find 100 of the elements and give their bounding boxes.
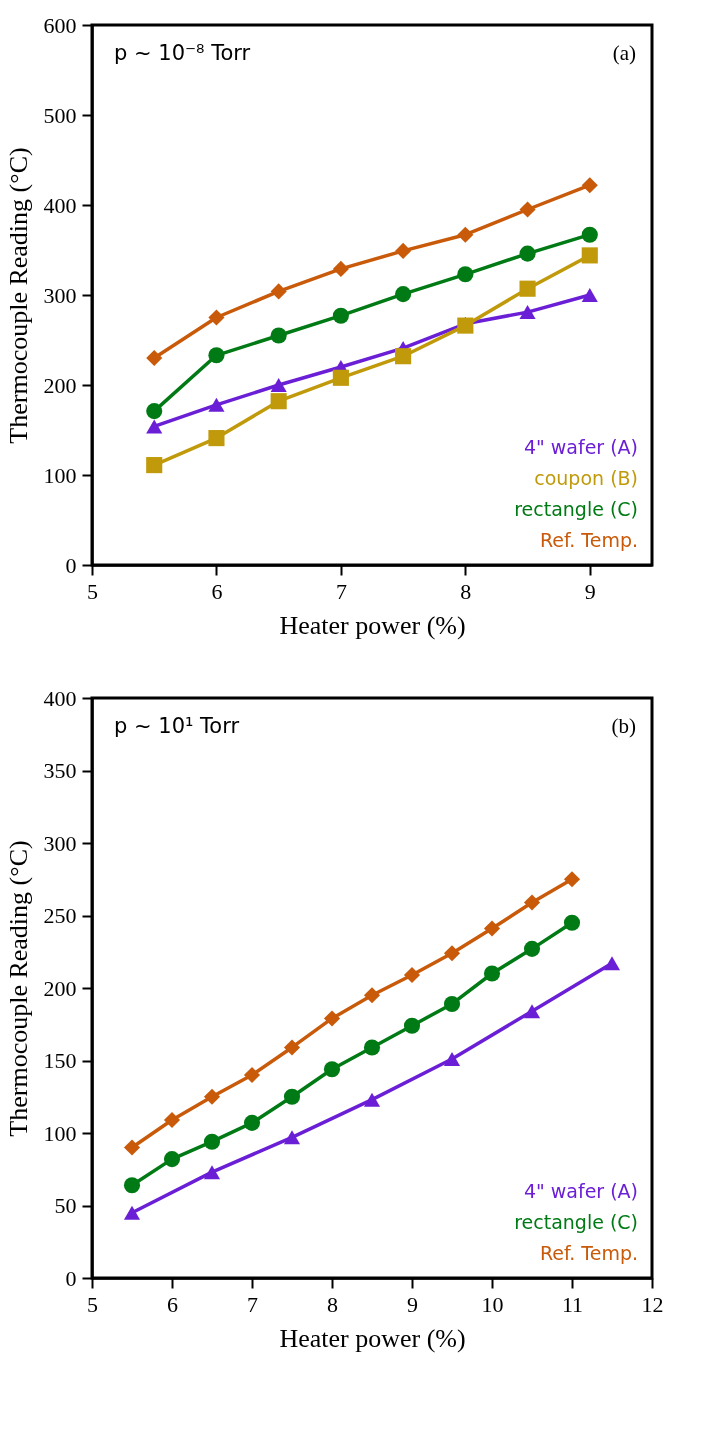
y-axis-title: Thermocouple Reading (°C): [3, 147, 33, 444]
point: [323, 1061, 341, 1078]
y-tick-label: 200: [43, 975, 77, 1001]
y-tick-label: 600: [43, 12, 77, 38]
point: [146, 349, 163, 367]
point: [123, 1177, 141, 1194]
y-tick-label: 400: [43, 192, 77, 218]
x-tick-label: 5: [87, 578, 98, 604]
point: [581, 247, 598, 264]
y-tick-label: 100: [43, 1120, 77, 1146]
point: [146, 457, 163, 474]
point: [563, 914, 581, 931]
y-tick-label: 100: [43, 462, 77, 488]
point: [283, 1088, 301, 1105]
x-tick-label: 9: [584, 578, 596, 604]
point: [395, 242, 412, 259]
annotation: p ~ 10⁻⁸ Torr: [114, 41, 251, 65]
point: [519, 201, 536, 218]
point: [123, 1205, 141, 1220]
point: [563, 871, 581, 888]
point: [208, 309, 225, 326]
x-tick-label: 7: [247, 1291, 258, 1317]
point: [270, 378, 287, 392]
point: [208, 397, 225, 412]
point: [395, 348, 412, 365]
point: [203, 1133, 221, 1150]
point: [443, 995, 461, 1012]
x-axis-title: Heater power (%): [279, 1323, 466, 1353]
point: [163, 1151, 181, 1168]
point: [457, 266, 474, 283]
y-tick-label: 400: [43, 685, 77, 711]
text: Ref. Temp.: [539, 529, 638, 551]
point: [203, 1165, 221, 1180]
point: [483, 920, 501, 937]
point: [332, 307, 349, 324]
point: [443, 1052, 461, 1067]
point: [395, 286, 412, 303]
point: [483, 965, 501, 982]
point: [270, 327, 287, 344]
point: [243, 1066, 261, 1084]
y-tick-label: 0: [65, 552, 77, 578]
x-tick-label: 6: [167, 1291, 178, 1317]
point: [123, 1139, 141, 1156]
x-tick-label: 9: [407, 1291, 418, 1317]
text: rectangle (C): [514, 1211, 638, 1233]
y-tick-label: 150: [43, 1048, 77, 1073]
y-tick-label: 250: [43, 903, 77, 928]
x-tick-label: 8: [327, 1291, 338, 1317]
point: [363, 1039, 381, 1056]
y-axis-title: Thermocouple Reading (°C): [3, 840, 33, 1137]
point: [270, 283, 287, 300]
point: [323, 1010, 341, 1027]
point: [581, 288, 598, 302]
point: [519, 245, 536, 262]
point: [403, 966, 421, 984]
x-tick-label: 5: [87, 1291, 98, 1317]
y-tick-label: 200: [43, 372, 77, 398]
point: [363, 987, 381, 1004]
text: Ref. Temp.: [539, 1242, 638, 1264]
point: [457, 226, 474, 243]
point: [523, 1004, 541, 1019]
point: [581, 177, 598, 194]
point: [363, 1092, 381, 1107]
point: [523, 940, 541, 957]
point: [332, 369, 349, 386]
y-tick-label: 300: [43, 282, 77, 308]
y-tick-label: 50: [54, 1193, 77, 1218]
x-tick-label: 11: [561, 1291, 584, 1317]
y-tick-label: 0: [65, 1265, 77, 1291]
point: [203, 1088, 221, 1105]
point: [523, 894, 541, 911]
point: [163, 1111, 181, 1129]
text: 4" wafer (A): [523, 1180, 638, 1202]
point: [208, 430, 225, 447]
y-tick-label: 350: [43, 758, 77, 783]
x-tick-label: 6: [211, 578, 223, 604]
point: [519, 305, 536, 320]
y-tick-label: 500: [43, 102, 77, 128]
point: [270, 393, 287, 410]
point: [208, 347, 225, 364]
x-tick-label: 12: [641, 1291, 664, 1317]
point: [443, 945, 461, 962]
x-tick-label: 8: [460, 578, 472, 604]
x-tick-label: 10: [481, 1291, 504, 1317]
annotation: (b): [611, 714, 636, 738]
point: [283, 1130, 301, 1145]
point: [332, 260, 349, 277]
text: coupon (B): [534, 467, 638, 489]
x-axis-title: Heater power (%): [279, 610, 466, 640]
point: [243, 1114, 261, 1131]
point: [146, 403, 163, 420]
point: [283, 1039, 301, 1056]
point: [581, 226, 598, 243]
text: rectangle (C): [514, 498, 638, 520]
x-tick-label: 7: [335, 578, 347, 604]
annotation: (a): [612, 41, 636, 65]
point: [519, 280, 536, 297]
point: [603, 956, 621, 971]
point: [403, 1017, 421, 1034]
point: [146, 419, 163, 434]
